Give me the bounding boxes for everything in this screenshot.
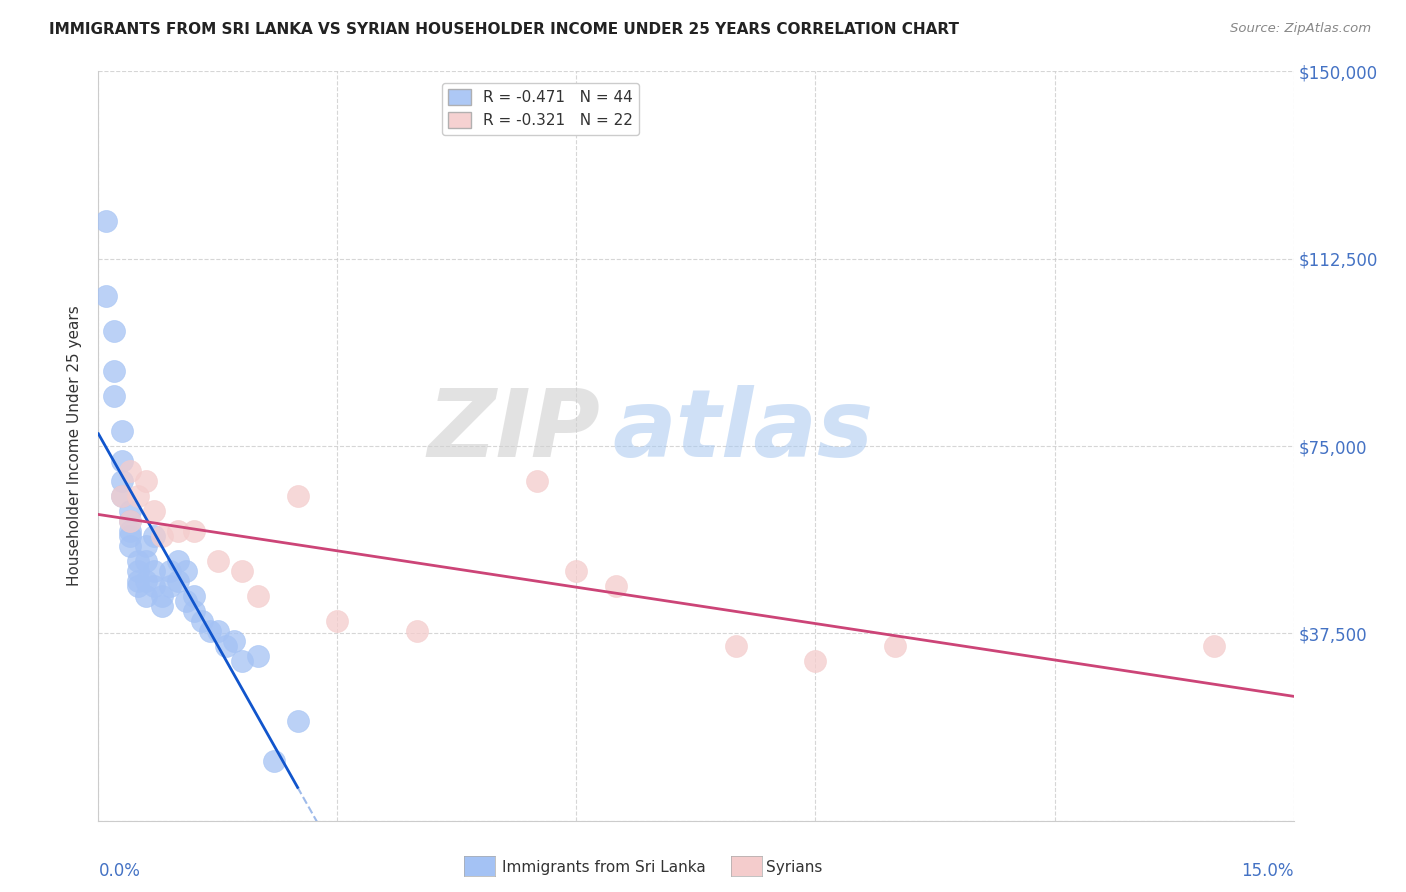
Point xyxy=(167,554,190,568)
Point xyxy=(150,599,173,613)
Point xyxy=(127,579,149,593)
Point xyxy=(150,529,173,543)
Point xyxy=(127,489,149,503)
Point xyxy=(103,324,125,338)
Point xyxy=(111,474,134,488)
Point xyxy=(111,489,134,503)
Text: Immigrants from Sri Lanka: Immigrants from Sri Lanka xyxy=(502,860,706,874)
Point xyxy=(103,389,125,403)
Point xyxy=(159,579,181,593)
Point xyxy=(565,564,588,578)
Point xyxy=(127,564,149,578)
Point xyxy=(724,639,747,653)
Point xyxy=(143,579,166,593)
Point xyxy=(150,589,173,603)
Point xyxy=(174,594,197,608)
Point xyxy=(287,489,309,503)
Point xyxy=(135,539,157,553)
Point xyxy=(174,564,197,578)
Point xyxy=(127,574,149,588)
Point xyxy=(120,529,142,543)
Point xyxy=(120,504,142,518)
Point xyxy=(135,574,157,588)
Point xyxy=(120,524,142,538)
Point xyxy=(231,564,253,578)
Text: Source: ZipAtlas.com: Source: ZipAtlas.com xyxy=(1230,22,1371,36)
Point xyxy=(326,614,349,628)
Point xyxy=(222,633,245,648)
Point xyxy=(96,289,118,303)
Y-axis label: Householder Income Under 25 years: Householder Income Under 25 years xyxy=(67,306,83,586)
Point xyxy=(111,454,134,468)
Point xyxy=(120,464,142,478)
Point xyxy=(135,474,157,488)
Point xyxy=(1202,639,1225,653)
Point xyxy=(120,514,142,528)
Legend: R = -0.471   N = 44, R = -0.321   N = 22: R = -0.471 N = 44, R = -0.321 N = 22 xyxy=(441,83,640,135)
Point xyxy=(120,514,142,528)
Text: ZIP: ZIP xyxy=(427,385,600,477)
Point xyxy=(183,524,205,538)
Point xyxy=(183,604,205,618)
Point xyxy=(135,554,157,568)
Point xyxy=(167,574,190,588)
Text: 0.0%: 0.0% xyxy=(98,862,141,880)
Point xyxy=(246,589,269,603)
Point xyxy=(143,504,166,518)
Point xyxy=(191,614,214,628)
Point xyxy=(605,579,627,593)
Point xyxy=(198,624,221,638)
Point xyxy=(526,474,548,488)
Point xyxy=(246,648,269,663)
Point xyxy=(207,554,229,568)
Point xyxy=(111,424,134,438)
Point xyxy=(884,639,907,653)
Point xyxy=(207,624,229,638)
Point xyxy=(167,524,190,538)
Point xyxy=(127,554,149,568)
Point xyxy=(120,539,142,553)
Point xyxy=(287,714,309,728)
Point xyxy=(143,564,166,578)
Point xyxy=(263,754,285,768)
Text: Syrians: Syrians xyxy=(766,860,823,874)
Point xyxy=(804,654,827,668)
Point xyxy=(159,564,181,578)
Text: 15.0%: 15.0% xyxy=(1241,862,1294,880)
Point xyxy=(231,654,253,668)
Point xyxy=(103,364,125,378)
Point xyxy=(135,589,157,603)
Text: atlas: atlas xyxy=(613,385,873,477)
Point xyxy=(143,529,166,543)
Point xyxy=(183,589,205,603)
Point xyxy=(406,624,429,638)
Text: IMMIGRANTS FROM SRI LANKA VS SYRIAN HOUSEHOLDER INCOME UNDER 25 YEARS CORRELATIO: IMMIGRANTS FROM SRI LANKA VS SYRIAN HOUS… xyxy=(49,22,959,37)
Point xyxy=(215,639,238,653)
Point xyxy=(111,489,134,503)
Point xyxy=(96,214,118,228)
